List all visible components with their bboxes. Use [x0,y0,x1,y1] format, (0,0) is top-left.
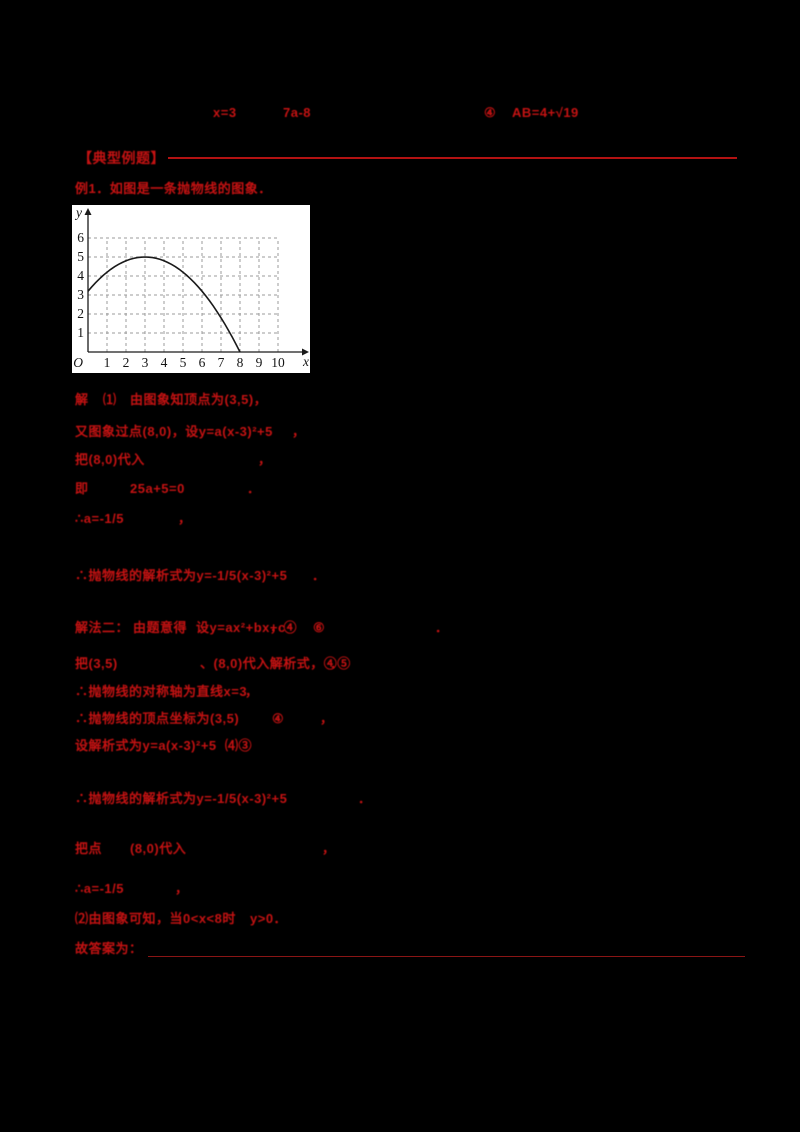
solution-line: ． [358,791,372,806]
svg-text:7: 7 [218,355,225,370]
svg-text:3: 3 [142,355,149,370]
solution-line: ， [320,711,334,726]
solution-line: ∴a=-1/5 [75,881,124,896]
solution-line: 即 [75,481,89,496]
solution-line: ∴抛物线的顶点坐标为(3,5) [75,711,240,726]
solution-line: 把(8,0)代入 [75,452,145,467]
section-header-rule [168,157,737,159]
svg-text:1: 1 [104,355,111,370]
answer-blank-line [148,956,745,957]
prev-solution-line: x=3 [213,105,237,120]
solution-line: 设解析式为y=a(x-3)²+5 [75,738,217,753]
svg-text:3: 3 [77,287,84,302]
svg-text:y: y [74,205,82,220]
solution-line: ⑴ [103,392,117,407]
svg-text:6: 6 [199,355,206,370]
solution-line: 解 [75,392,89,407]
svg-text:1: 1 [77,325,84,340]
solution-line: 由图象知顶点为(3,5)， [130,392,268,407]
svg-text:x: x [302,354,309,369]
svg-text:4: 4 [77,268,84,283]
solution-line: ∴抛物线的解析式为y=-1/5(x-3)²+5 [75,791,288,806]
solution-line: 解法二： [75,620,130,635]
solution-line: 把(3,5) [75,656,118,671]
svg-text:8: 8 [237,355,244,370]
solution-line: ， [245,684,259,699]
solution-line: ⑥ [313,620,326,635]
solution-line: 25a+5=0 [130,481,185,496]
svg-text:6: 6 [77,230,84,245]
solution-line: ⑵由图象可知，当0<x<8时 [75,911,236,926]
solution-line: (8,0)代入 [130,841,187,856]
solution-line: ． [247,481,261,496]
svg-text:O: O [73,355,83,370]
solution-line: ， [175,881,189,896]
solution-line: ， [292,424,306,439]
solution-line: ④ [272,711,285,726]
svg-text:9: 9 [256,355,263,370]
prev-solution-line: AB=4+√19 [512,105,579,120]
solution-line: 设y=ax²+bx+c [196,620,286,635]
solution-line: ． [312,568,326,583]
svg-text:2: 2 [77,306,84,321]
solution-line: ， [258,452,272,467]
solution-line: ∴抛物线的解析式为y=-1/5(x-3)²+5 [75,568,288,583]
solution-line: ， [322,841,336,856]
solution-line: ． [435,620,449,635]
solution-line: 把点 [75,841,103,856]
solution-line: 由题意得 [133,620,188,635]
answer-line: 故答案为： [75,941,143,956]
section-header: 【典型例题】 [78,150,165,166]
svg-text:5: 5 [77,249,84,264]
svg-text:10: 10 [271,355,285,370]
solution-line: ∴a=-1/5 [75,511,124,526]
prev-solution-line: 7a-8 [283,105,312,120]
solution-line: 、(8,0)代入解析式，④⑤ [200,656,351,671]
solution-line: ， [178,511,192,526]
problem-statement: 例1．如图是一条抛物线的图象． [75,181,272,196]
solution-line: ⑷③ [225,738,253,753]
solution-line: 又图象过点(8,0)，设y=a(x-3)²+5 [75,424,273,439]
svg-text:4: 4 [161,355,168,370]
svg-text:2: 2 [123,355,130,370]
svg-text:5: 5 [180,355,187,370]
solution-line: y>0． [250,911,288,926]
prev-solution-line: ④ [484,105,497,120]
solution-line: ，④ [270,620,298,635]
solution-line: ∴抛物线的对称轴为直线x=3 [75,684,248,699]
solution-line: ． [330,656,344,671]
